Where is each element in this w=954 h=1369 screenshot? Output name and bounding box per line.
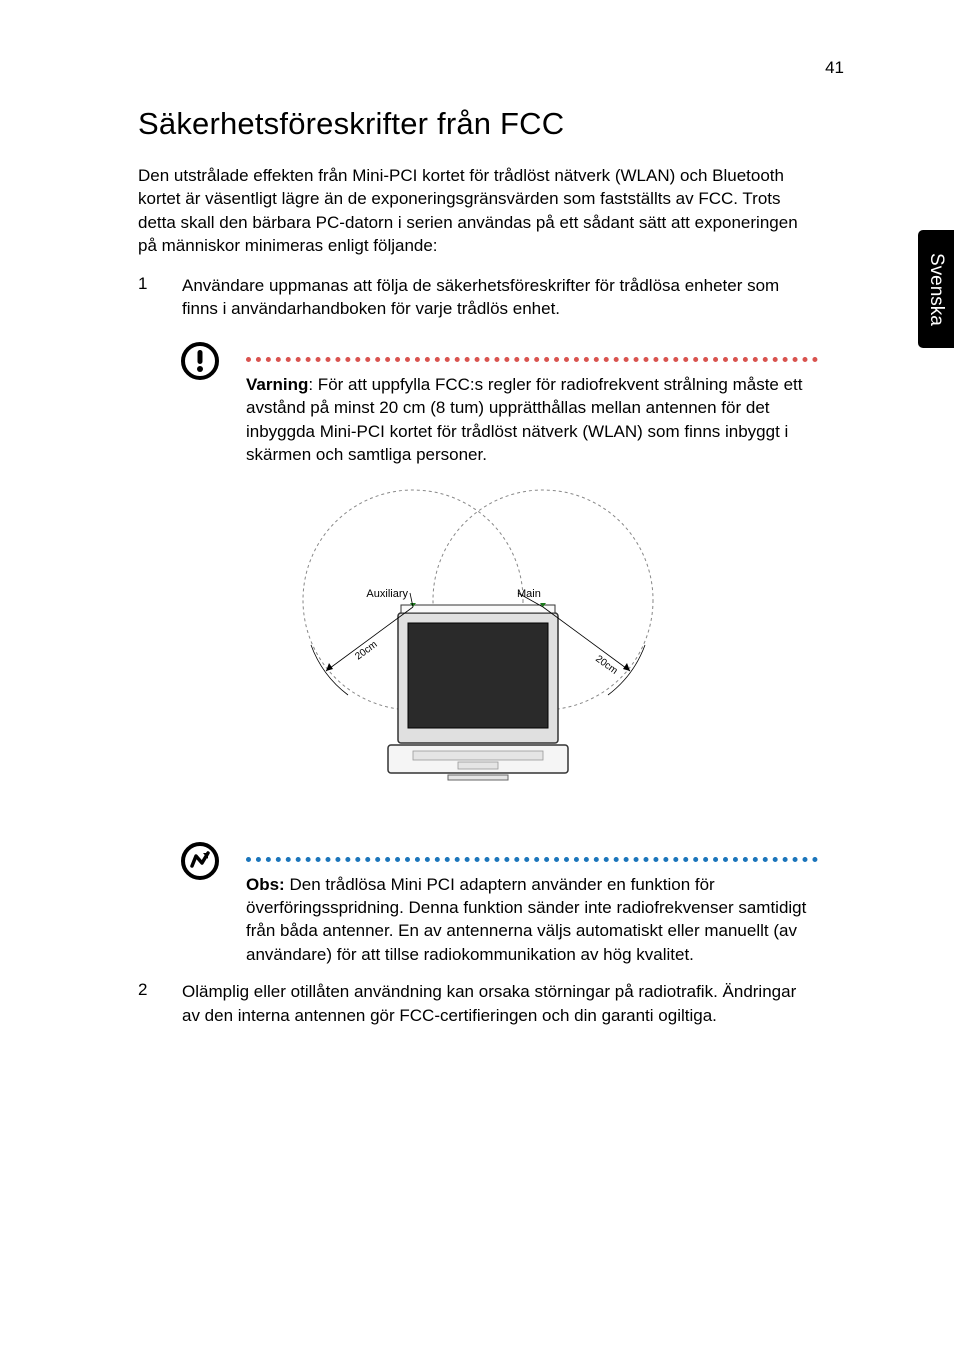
warning-text: Varning: För att uppfylla FCC:s regler f…	[246, 373, 818, 467]
note-label: Obs:	[246, 875, 285, 894]
list-text: Olämplig eller otillåten användning kan …	[182, 980, 818, 1027]
svg-text:20cm: 20cm	[593, 653, 619, 676]
page-title: Säkerhetsföreskrifter från FCC	[138, 106, 818, 142]
warning-body: : För att uppfylla FCC:s regler för radi…	[246, 375, 803, 464]
list-number: 1	[138, 274, 182, 321]
list-number: 2	[138, 980, 182, 1027]
svg-text:20cm: 20cm	[353, 639, 379, 662]
note-callout: Obs: Den trådlösa Mini PCI adaptern anvä…	[138, 839, 818, 967]
note-body: Den trådlösa Mini PCI adaptern använder …	[246, 875, 806, 964]
note-rule	[246, 857, 818, 863]
language-tab: Svenska	[918, 230, 954, 348]
warning-rule	[246, 357, 818, 363]
warning-icon	[178, 339, 222, 383]
note-icon	[178, 839, 222, 883]
intro-paragraph: Den utstrålade effekten från Mini-PCI ko…	[138, 164, 818, 258]
note-text: Obs: Den trådlösa Mini PCI adaptern anvä…	[246, 873, 818, 967]
svg-text:Auxiliary: Auxiliary	[366, 588, 408, 600]
page-content: Säkerhetsföreskrifter från FCC Den utstr…	[138, 106, 818, 1045]
warning-callout: Varning: För att uppfylla FCC:s regler f…	[138, 339, 818, 467]
list-text: Användare uppmanas att följa de säkerhet…	[182, 274, 818, 321]
warning-label: Varning	[246, 375, 308, 394]
antenna-figure: Auxiliary Main 20cm 20cm	[263, 485, 693, 805]
list-item-1: 1 Användare uppmanas att följa de säkerh…	[138, 274, 818, 321]
list-item-2: 2 Olämplig eller otillåten användning ka…	[138, 980, 818, 1027]
page-number: 41	[825, 58, 844, 78]
